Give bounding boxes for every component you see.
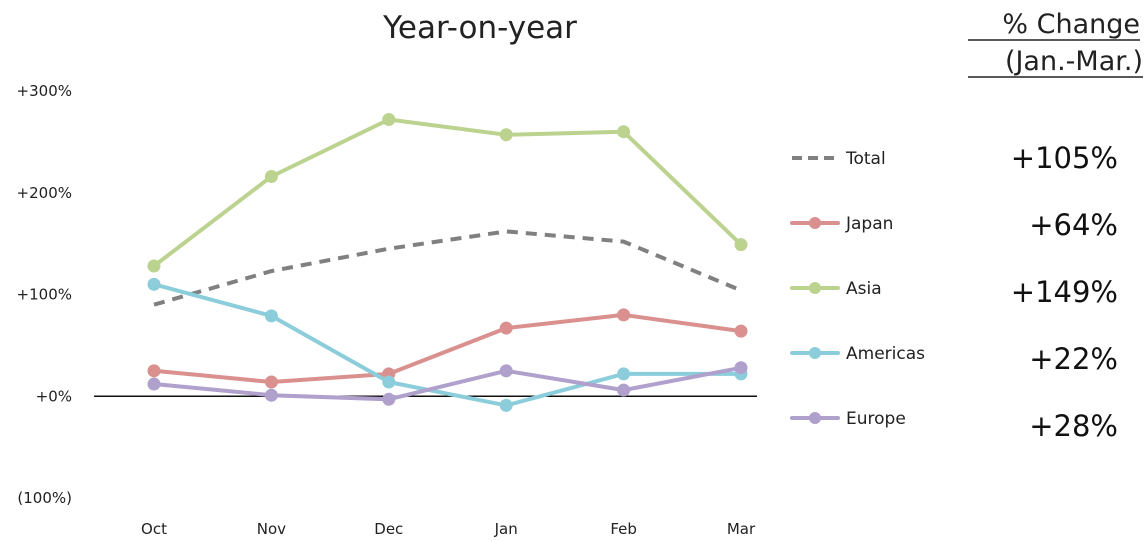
point-europe-feb (617, 383, 631, 397)
x-tick-label-oct: Oct (141, 520, 167, 538)
y-tick-label-3: +0% (36, 387, 72, 405)
y-tick-label-1: +200% (17, 184, 72, 202)
y-axis: +300% +200% +100% +0% (100%) (17, 82, 757, 507)
legend-marker-europe (809, 412, 821, 424)
legend-marker-asia (809, 282, 821, 294)
change-panel: +105% +64% +149% +22% +28% (1011, 141, 1118, 443)
legend-marker-japan (809, 217, 821, 229)
point-americas-oct (147, 277, 161, 291)
point-americas-nov (264, 309, 278, 323)
point-americas-jan (499, 398, 513, 412)
legend-label-total: Total (845, 149, 886, 169)
point-japan-oct (147, 364, 161, 378)
point-americas-dec (382, 375, 396, 389)
y-tick-label-2: +100% (17, 286, 72, 304)
point-europe-mar (734, 361, 748, 375)
x-tick-label-feb: Feb (610, 520, 637, 538)
point-asia-dec (382, 112, 396, 126)
series-asia (147, 112, 748, 273)
change-value-americas: +22% (1029, 342, 1118, 376)
series-total (153, 229, 742, 307)
legend: Total Japan Asia Americas Europe (790, 149, 925, 429)
chart-title: Year-on-year (382, 10, 577, 46)
x-tick-label-jan: Jan (494, 520, 518, 538)
legend-marker-americas (809, 347, 821, 359)
legend-item-japan: Japan (790, 214, 893, 234)
point-europe-oct (147, 377, 161, 391)
legend-item-americas: Americas (790, 344, 925, 364)
change-value-total: +105% (1011, 141, 1118, 175)
legend-label-asia: Asia (846, 279, 882, 299)
point-asia-jan (499, 128, 513, 142)
point-asia-mar (734, 238, 748, 252)
point-asia-oct (147, 259, 161, 273)
change-header-line1: % Change (1002, 9, 1140, 40)
point-asia-nov (264, 169, 278, 183)
point-asia-feb (617, 125, 631, 139)
point-japan-nov (264, 375, 278, 389)
series-line-asia (152, 117, 743, 268)
series-line-americas (152, 282, 743, 408)
change-value-japan: +64% (1029, 208, 1118, 242)
legend-label-americas: Americas (846, 344, 925, 364)
series-americas (147, 277, 748, 412)
x-axis: Oct Nov Dec Jan Feb Mar (141, 520, 756, 538)
x-tick-label-dec: Dec (374, 520, 403, 538)
y-tick-label-4: (100%) (17, 489, 72, 507)
point-japan-feb (617, 308, 631, 322)
series-line-japan (152, 312, 743, 384)
x-tick-label-nov: Nov (257, 520, 286, 538)
change-value-europe: +28% (1029, 409, 1118, 443)
series-japan (147, 308, 748, 389)
point-japan-jan (499, 321, 513, 335)
change-header-line2: (Jan.-Mar.) (1005, 46, 1143, 77)
x-tick-label-mar: Mar (727, 520, 756, 538)
change-value-asia: +149% (1011, 275, 1118, 309)
y-tick-label-0: +300% (17, 82, 72, 100)
point-europe-jan (499, 364, 513, 378)
legend-label-europe: Europe (846, 409, 906, 429)
legend-item-total: Total (792, 149, 886, 169)
point-europe-nov (264, 388, 278, 402)
legend-item-asia: Asia (790, 279, 882, 299)
point-europe-dec (382, 392, 396, 406)
point-japan-mar (734, 324, 748, 338)
legend-label-japan: Japan (845, 214, 893, 234)
series-europe (147, 361, 748, 406)
point-americas-feb (617, 367, 631, 381)
series-line-total (153, 229, 742, 307)
legend-item-europe: Europe (790, 409, 906, 429)
series-layer (147, 112, 748, 412)
series-line-europe (152, 365, 743, 402)
